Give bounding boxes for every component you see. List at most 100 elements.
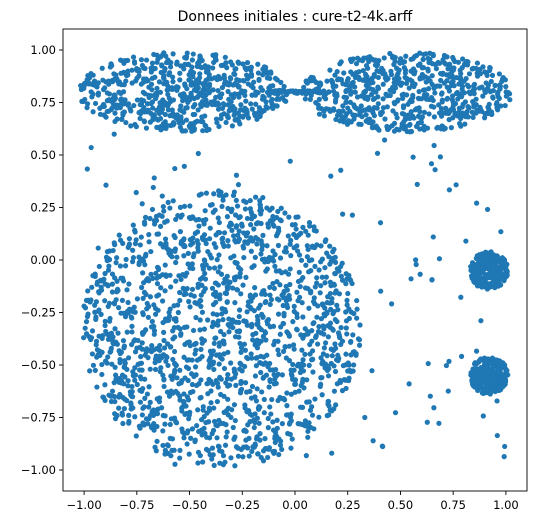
data-point [126, 418, 132, 425]
data-point [302, 423, 308, 429]
data-point [237, 360, 243, 366]
data-point [245, 75, 251, 82]
data-point [250, 337, 256, 343]
data-point [330, 327, 336, 333]
data-point [370, 79, 376, 86]
data-point [147, 366, 153, 372]
data-point [218, 376, 224, 382]
data-point [137, 425, 143, 431]
data-point [83, 319, 90, 325]
data-point [230, 233, 237, 239]
data-point [170, 51, 176, 57]
data-point [119, 372, 126, 378]
data-point [220, 453, 227, 459]
data-point [93, 316, 99, 322]
data-point [114, 255, 120, 261]
data-point [332, 290, 338, 296]
data-point [208, 400, 214, 406]
data-point [309, 412, 316, 418]
data-point [229, 123, 236, 129]
data-point [268, 411, 274, 417]
data-point [443, 105, 449, 111]
data-point [163, 240, 169, 246]
data-point [260, 448, 267, 454]
data-point [257, 205, 264, 211]
data-point [282, 344, 288, 350]
data-point [254, 337, 260, 343]
data-point [390, 84, 396, 90]
data-point [223, 119, 229, 126]
data-point [247, 418, 253, 425]
data-point [483, 260, 489, 266]
data-point [455, 96, 461, 102]
data-point [369, 75, 375, 81]
data-point [233, 382, 239, 388]
data-point [382, 116, 388, 122]
data-point [236, 83, 242, 90]
data-point [304, 243, 310, 249]
data-point [145, 77, 151, 84]
data-point [233, 371, 239, 377]
data-point [399, 80, 405, 86]
data-point [125, 378, 131, 384]
data-point [149, 343, 155, 349]
data-point [167, 64, 174, 70]
data-point [160, 372, 166, 378]
data-point [275, 311, 282, 317]
data-point [243, 319, 249, 325]
data-point [408, 109, 414, 115]
data-point [170, 336, 176, 342]
data-point [182, 95, 188, 101]
data-point [257, 431, 263, 437]
data-point [169, 376, 175, 382]
data-point [296, 269, 302, 275]
data-point [181, 435, 187, 441]
data-point [353, 70, 359, 76]
data-point [203, 446, 210, 452]
data-point [170, 79, 176, 85]
data-point [324, 353, 330, 359]
data-point [357, 322, 363, 328]
data-point [498, 103, 504, 109]
data-point [310, 369, 316, 375]
data-point [100, 86, 107, 93]
data-point [466, 89, 472, 95]
data-point [154, 124, 160, 130]
data-point [149, 318, 155, 325]
data-point [155, 117, 161, 123]
data-point [267, 301, 273, 307]
data-point [278, 205, 284, 211]
data-point [406, 122, 412, 128]
data-point [162, 236, 169, 242]
data-point [455, 59, 462, 65]
data-point [286, 333, 292, 339]
data-point [137, 360, 143, 367]
data-point [335, 108, 342, 115]
data-point [236, 77, 243, 84]
data-point [199, 236, 206, 242]
data-point [270, 83, 276, 89]
data-point [350, 332, 356, 338]
data-point [125, 299, 131, 306]
data-point [164, 354, 170, 360]
data-point [346, 272, 352, 279]
data-point [99, 349, 105, 355]
data-point [450, 107, 457, 113]
data-point [111, 71, 117, 77]
data-point [397, 59, 403, 66]
data-point [502, 102, 508, 109]
data-point [93, 342, 99, 348]
data-point [94, 384, 100, 390]
data-point [220, 317, 226, 323]
data-point [479, 265, 485, 271]
data-point [256, 420, 262, 426]
data-point [343, 88, 349, 94]
data-point [224, 273, 230, 279]
data-point [224, 299, 230, 305]
data-point [499, 384, 505, 390]
data-point [139, 284, 145, 291]
data-point [307, 407, 314, 413]
data-point [147, 294, 154, 300]
data-point [493, 257, 499, 263]
data-point [271, 223, 277, 229]
